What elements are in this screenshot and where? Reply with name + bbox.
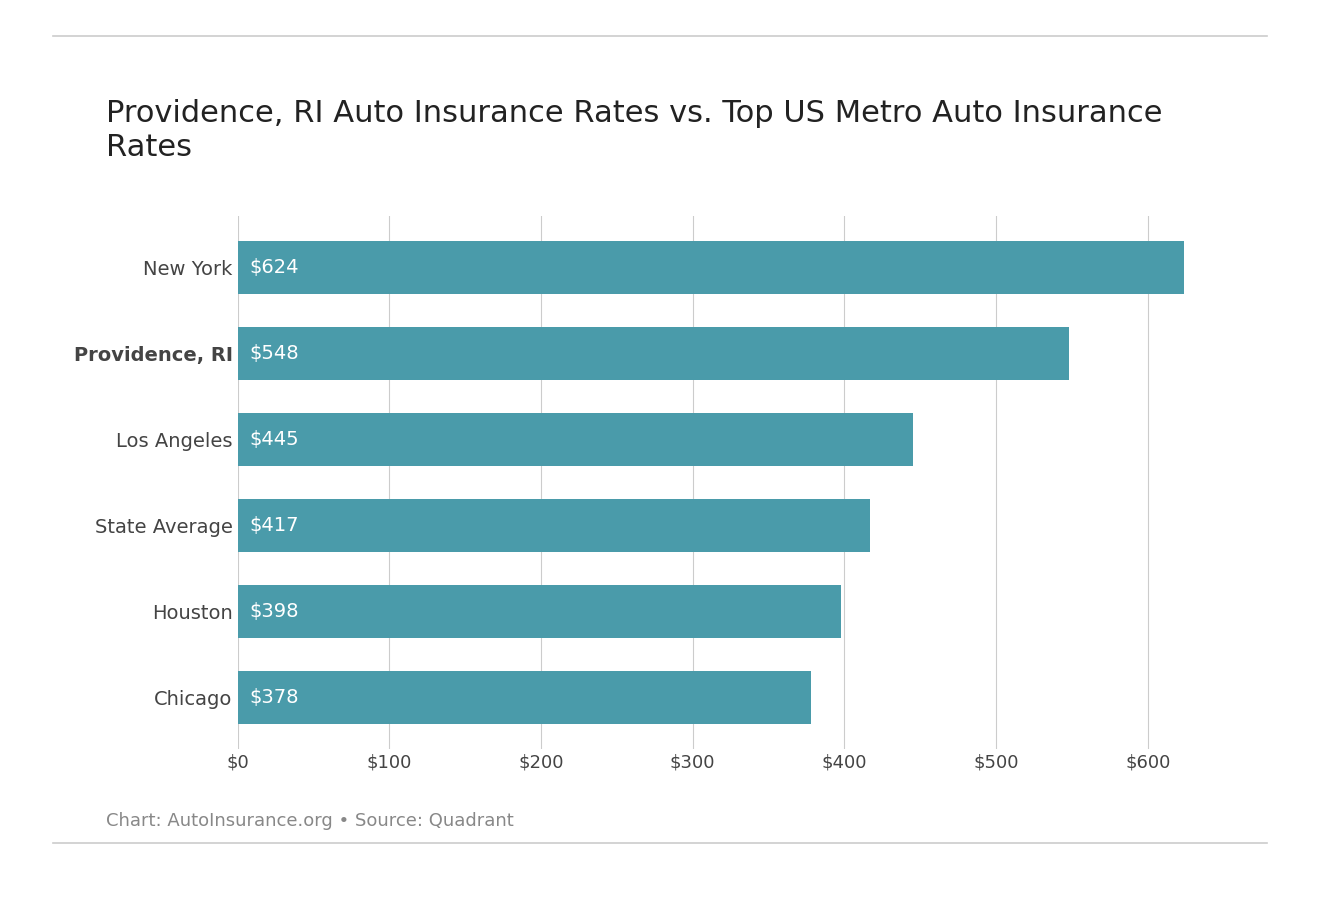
Text: $378: $378 — [249, 688, 300, 707]
Bar — [238, 585, 841, 639]
Text: $417: $417 — [249, 516, 300, 535]
Bar — [238, 413, 912, 466]
Text: Providence, RI Auto Insurance Rates vs. Top US Metro Auto Insurance
Rates: Providence, RI Auto Insurance Rates vs. … — [106, 99, 1162, 161]
Text: Chart: AutoInsurance.org • Source: Quadrant: Chart: AutoInsurance.org • Source: Quadr… — [106, 812, 513, 830]
Bar — [238, 499, 870, 552]
Text: $445: $445 — [249, 430, 300, 449]
Text: $398: $398 — [249, 603, 300, 621]
Bar — [238, 241, 1184, 294]
Text: $624: $624 — [249, 258, 300, 277]
Text: $548: $548 — [249, 344, 300, 363]
Bar — [238, 327, 1069, 380]
Bar — [238, 671, 810, 724]
